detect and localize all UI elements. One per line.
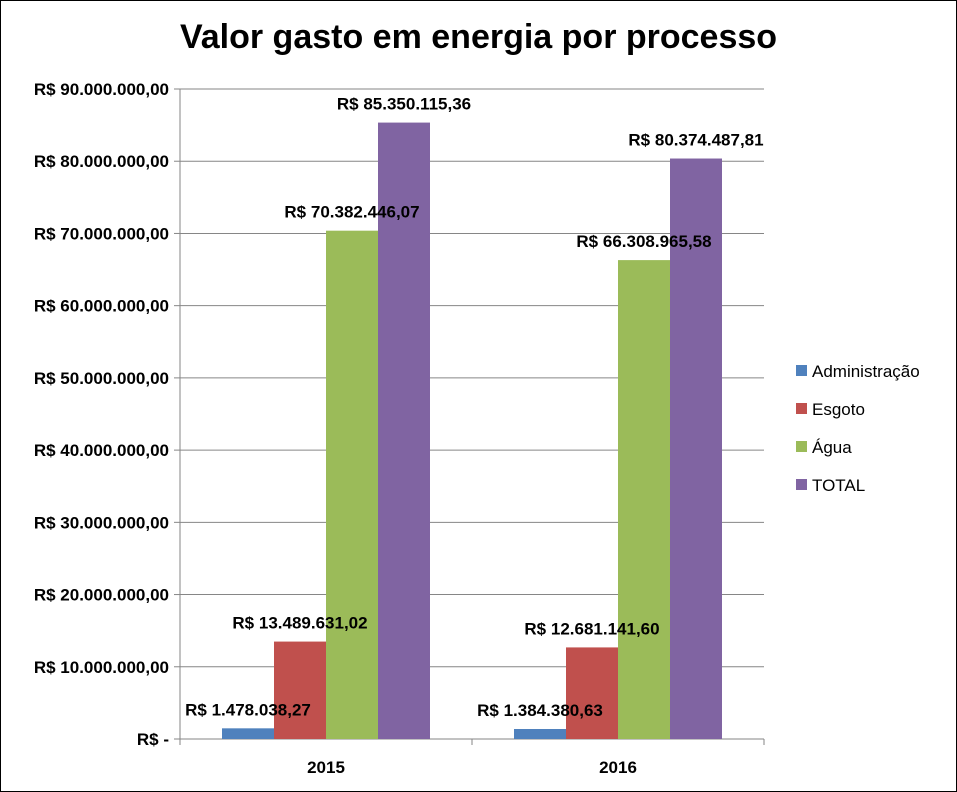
y-tick-label: R$ - <box>137 730 169 749</box>
x-tick-label: 2015 <box>307 758 345 777</box>
legend-swatch <box>796 479 807 490</box>
y-tick-label: R$ 80.000.000,00 <box>34 152 169 171</box>
y-tick-label: R$ 70.000.000,00 <box>34 224 169 243</box>
y-tick-label: R$ 90.000.000,00 <box>34 80 169 99</box>
x-tick-label: 2016 <box>599 758 637 777</box>
bar-água <box>326 230 378 740</box>
bar-esgoto <box>566 647 618 739</box>
legend-label: TOTAL <box>812 476 865 495</box>
legend-swatch <box>796 403 807 414</box>
legend-swatch <box>796 365 807 376</box>
chart-title: Valor gasto em energia por processo <box>179 18 778 56</box>
legend-label: Administração <box>812 362 920 381</box>
bar-esgoto <box>274 641 326 739</box>
bar-total <box>378 122 430 739</box>
bar-administração <box>222 728 274 739</box>
legend-label: Água <box>812 438 852 457</box>
data-label: R$ 12.681.141,60 <box>524 619 659 638</box>
y-tick-label: R$ 60.000.000,00 <box>34 297 169 316</box>
data-label: R$ 85.350.115,36 <box>337 95 471 114</box>
data-label: R$ 70.382.446,07 <box>284 203 419 222</box>
data-label: R$ 13.489.631,02 <box>232 614 367 633</box>
data-label: R$ 1.478.038,27 <box>185 700 311 719</box>
bar-administração <box>514 729 566 739</box>
bar-água <box>618 260 670 739</box>
y-tick-label: R$ 10.000.000,00 <box>34 658 169 677</box>
legend-swatch <box>796 441 807 452</box>
legend-label: Esgoto <box>812 400 865 419</box>
y-tick-label: R$ 30.000.000,00 <box>34 513 169 532</box>
data-label: R$ 80.374.487,81 <box>628 131 763 150</box>
y-tick-label: R$ 40.000.000,00 <box>34 441 169 460</box>
data-label: R$ 1.384.380,63 <box>477 701 603 720</box>
y-tick-label: R$ 20.000.000,00 <box>34 586 169 605</box>
data-label: R$ 66.308.965,58 <box>576 232 711 251</box>
y-tick-label: R$ 50.000.000,00 <box>34 369 169 388</box>
bar-total <box>670 158 722 740</box>
